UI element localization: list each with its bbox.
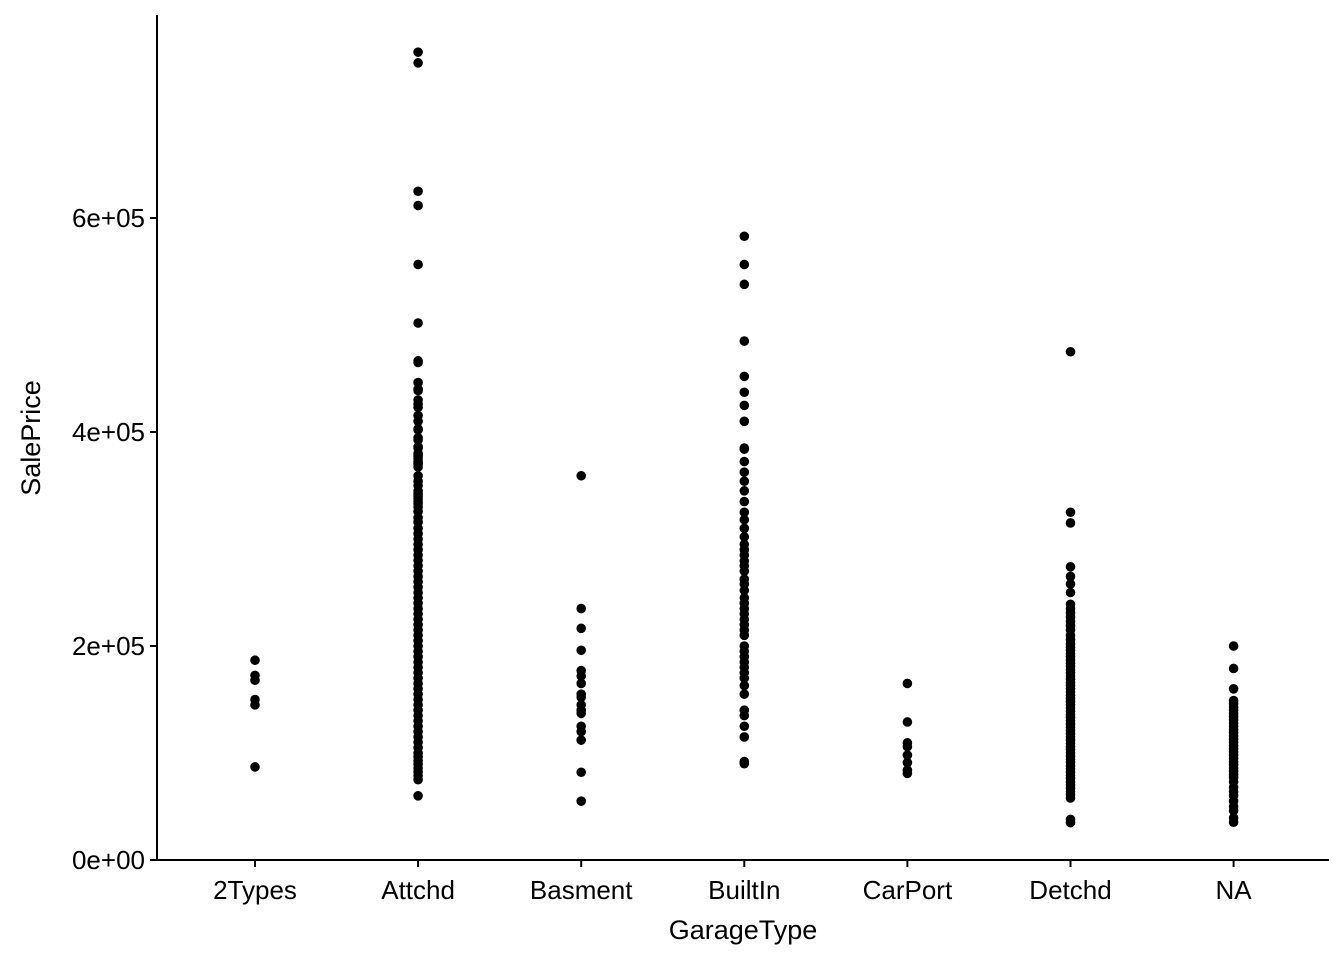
data-point	[576, 623, 586, 634]
data-point	[739, 231, 750, 242]
y-tick-label: 6e+05	[72, 203, 145, 233]
data-point	[1065, 518, 1076, 528]
y-tick-label: 2e+05	[72, 631, 145, 661]
data-point	[739, 336, 750, 346]
data-point	[576, 678, 586, 689]
data-point	[413, 259, 423, 270]
data-point	[250, 700, 260, 710]
data-point	[902, 757, 913, 768]
data-point	[576, 645, 586, 656]
data-point	[739, 630, 750, 641]
data-point	[739, 486, 750, 496]
data-point	[1065, 571, 1076, 582]
x-tick-label: BuiltIn	[708, 875, 780, 905]
data-point	[413, 416, 423, 427]
data-point	[739, 456, 750, 467]
data-point	[413, 47, 423, 57]
data-point	[413, 186, 423, 197]
data-point	[250, 655, 260, 666]
data-point	[413, 357, 423, 368]
data-point	[1228, 663, 1239, 674]
data-point	[250, 762, 260, 772]
data-point	[739, 532, 750, 542]
data-point	[739, 279, 750, 290]
data-point	[739, 387, 750, 398]
data-point	[739, 585, 750, 596]
data-point	[902, 741, 913, 752]
data-point	[576, 767, 586, 778]
data-point	[413, 318, 423, 328]
data-point	[739, 400, 750, 411]
y-tick-label: 0e+00	[72, 845, 145, 875]
data-point	[576, 671, 586, 681]
x-tick-label: 2Types	[213, 875, 297, 905]
x-tick-label: CarPort	[863, 875, 953, 905]
data-point	[576, 796, 586, 806]
x-tick-label: Basment	[530, 875, 633, 905]
data-point	[413, 774, 423, 785]
data-point	[413, 435, 423, 445]
data-point	[576, 735, 586, 745]
data-point	[739, 444, 750, 454]
data-point	[413, 425, 423, 435]
data-point	[739, 710, 750, 721]
data-point	[1065, 587, 1076, 598]
x-tick-label: NA	[1216, 875, 1253, 905]
data-point	[739, 523, 750, 534]
data-point	[739, 732, 750, 742]
data-point	[413, 462, 423, 472]
data-point	[739, 689, 750, 699]
y-axis-ticks: 0e+00 2e+05 4e+05 6e+05	[72, 203, 157, 875]
data-point	[576, 708, 586, 719]
data-point	[739, 416, 750, 427]
data-point	[576, 470, 586, 481]
data-point	[413, 200, 423, 211]
data-point	[739, 514, 750, 525]
data-point	[1228, 684, 1239, 694]
x-axis-title: GarageType	[669, 915, 818, 945]
data-point	[576, 692, 586, 703]
data-point	[739, 371, 750, 382]
data-point	[1228, 817, 1239, 828]
x-tick-label: Detchd	[1029, 875, 1111, 905]
y-axis-title: SalePrice	[16, 380, 46, 496]
data-point	[739, 496, 750, 507]
data-point	[1065, 579, 1076, 589]
data-point	[739, 259, 750, 270]
data-point	[1228, 805, 1239, 816]
data-point	[413, 385, 423, 396]
data-point	[1065, 817, 1076, 828]
data-point	[902, 717, 913, 727]
data-point	[250, 675, 260, 686]
data-point	[1065, 793, 1076, 803]
x-axis-ticks: 2Types Attchd Basment BuiltIn CarPort Detchd N…	[213, 860, 1252, 905]
data-point	[576, 726, 586, 737]
data-point	[739, 467, 750, 477]
data-point	[902, 768, 913, 779]
data-point	[739, 673, 750, 683]
data-point	[739, 566, 750, 576]
data-point	[739, 680, 750, 691]
data-point	[739, 758, 750, 769]
x-tick-label: Attchd	[381, 875, 455, 905]
data-point	[739, 476, 750, 487]
data-point	[1065, 562, 1076, 572]
data-point	[576, 603, 586, 614]
points-layer	[250, 47, 1239, 828]
data-point	[1065, 346, 1076, 357]
data-point	[413, 58, 423, 68]
data-point	[1065, 507, 1076, 518]
data-point	[413, 791, 423, 801]
y-tick-label: 4e+05	[72, 417, 145, 447]
data-point	[413, 377, 423, 388]
data-point	[902, 678, 913, 689]
data-point	[739, 721, 750, 732]
data-point	[413, 402, 423, 413]
data-point	[1228, 641, 1239, 651]
data-point	[902, 750, 913, 760]
data-point	[739, 507, 750, 518]
